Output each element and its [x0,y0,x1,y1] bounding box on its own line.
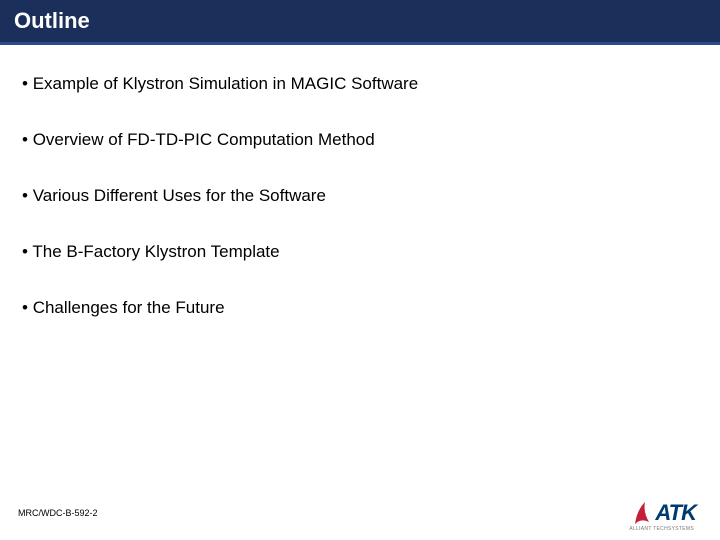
bullet-text: The B-Factory Klystron Template [32,242,279,261]
bullet-char: • [22,130,28,149]
bullet-text: Overview of FD-TD-PIC Computation Method [33,130,375,149]
bullet-item: • Challenges for the Future [22,297,698,319]
title-bar: Outline [0,0,720,42]
logo: ATK [633,500,696,526]
bullet-item: • Example of Klystron Simulation in MAGI… [22,73,698,95]
bullet-char: • [22,298,28,317]
bullet-text: Various Different Uses for the Software [33,186,326,205]
bullet-item: • The B-Factory Klystron Template [22,241,698,263]
content-area: • Example of Klystron Simulation in MAGI… [0,45,720,319]
bullet-char: • [22,74,28,93]
logo-text: ATK [655,500,696,526]
logo-tagline: ALLIANT TECHSYSTEMS [629,526,694,532]
logo-swoosh-icon [633,500,653,526]
footer-reference: MRC/WDC-B-592-2 [18,508,98,518]
bullet-item: • Overview of FD-TD-PIC Computation Meth… [22,129,698,151]
bullet-text: Example of Klystron Simulation in MAGIC … [33,74,418,93]
bullet-item: • Various Different Uses for the Softwar… [22,185,698,207]
page-title: Outline [14,8,90,33]
bullet-char: • [22,186,28,205]
bullet-char: • [22,242,28,261]
bullet-text: Challenges for the Future [33,298,225,317]
